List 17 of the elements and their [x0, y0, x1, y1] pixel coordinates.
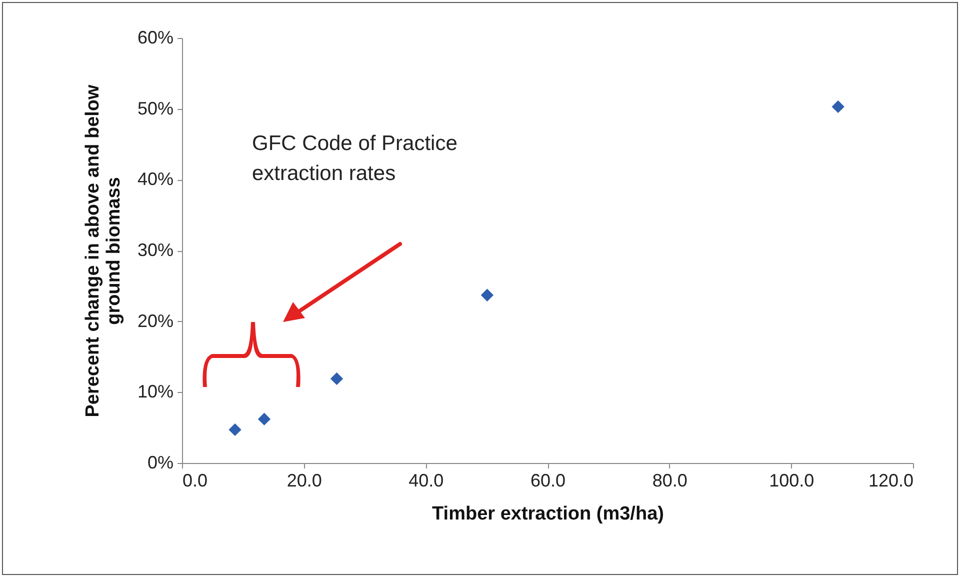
x-tick-label: 40.0	[408, 470, 444, 490]
annotation: GFC Code of Practice extraction rates	[252, 132, 458, 185]
x-tick-label: 120.0	[868, 470, 914, 490]
x-tick-label: 80.0	[652, 470, 688, 490]
y-tick-label: 40%	[137, 169, 174, 190]
x-axis-title: Timber extraction (m3/ha)	[432, 504, 664, 524]
x-tick-label: 100.0	[769, 470, 814, 490]
y-tick-label: 50%	[137, 98, 174, 118]
y-tick-label: 60%	[137, 28, 174, 48]
y-tick-label: 0%	[147, 452, 174, 472]
x-tick-label: 60.0	[530, 470, 566, 490]
x-tick-label: 20.0	[286, 470, 322, 490]
y-tick-label: 20%	[137, 310, 174, 331]
y-tick-label: 10%	[137, 382, 174, 402]
x-tick-label: 0.0	[182, 470, 208, 490]
y-axis-title: Perecent change in above and below ground biomass	[82, 84, 124, 418]
y-tick-label: 30%	[137, 240, 174, 260]
